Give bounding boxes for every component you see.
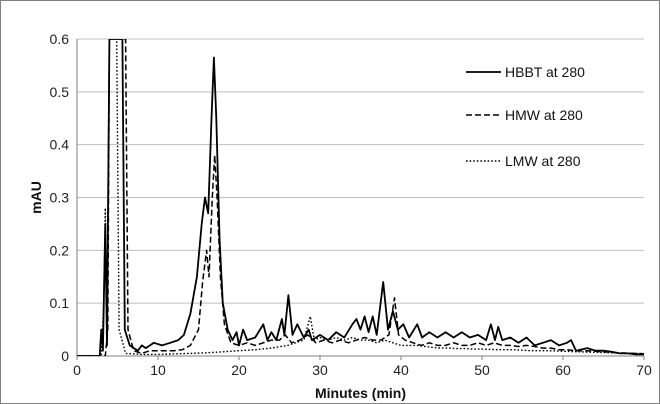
- y-tick-labels: 0 0.1 0.2 0.3 0.4 0.5 0.6: [50, 31, 70, 364]
- y-tick-label-2: 0.2: [50, 242, 70, 258]
- x-tick-label-7: 70: [636, 362, 652, 378]
- y-tick-label-4: 0.4: [50, 137, 70, 153]
- series-line-2: [77, 39, 644, 356]
- x-tick-label-1: 10: [150, 362, 166, 378]
- series-lines: [77, 39, 644, 356]
- y-axis-title: mAU: [28, 181, 44, 214]
- x-tick-labels: 0 10 20 30 40 50 60 70: [73, 356, 652, 378]
- series-line-1: [77, 39, 644, 356]
- x-tick-label-5: 50: [474, 362, 490, 378]
- y-tick-label-3: 0.3: [50, 190, 70, 206]
- axes: [76, 39, 644, 357]
- legend-label-0: HBBT at 280: [505, 64, 585, 80]
- y-tick-label-1: 0.1: [50, 295, 70, 311]
- y-tick-label-0: 0: [61, 348, 69, 364]
- x-tick-label-3: 30: [312, 362, 328, 378]
- y-tick-label-5: 0.5: [50, 84, 70, 100]
- legend: HBBT at 280 HMW at 280 LMW at 280: [466, 64, 585, 169]
- x-tick-label-2: 20: [231, 362, 247, 378]
- legend-label-1: HMW at 280: [505, 107, 583, 123]
- series-line-0: [77, 39, 644, 356]
- legend-label-2: LMW at 280: [505, 153, 581, 169]
- gridlines: [77, 38, 644, 304]
- x-tick-label-6: 60: [555, 362, 571, 378]
- x-tick-label-4: 40: [393, 362, 409, 378]
- y-tick-label-6: 0.6: [50, 31, 70, 47]
- x-tick-label-0: 0: [73, 362, 81, 378]
- x-axis-title: Minutes (min): [315, 385, 406, 401]
